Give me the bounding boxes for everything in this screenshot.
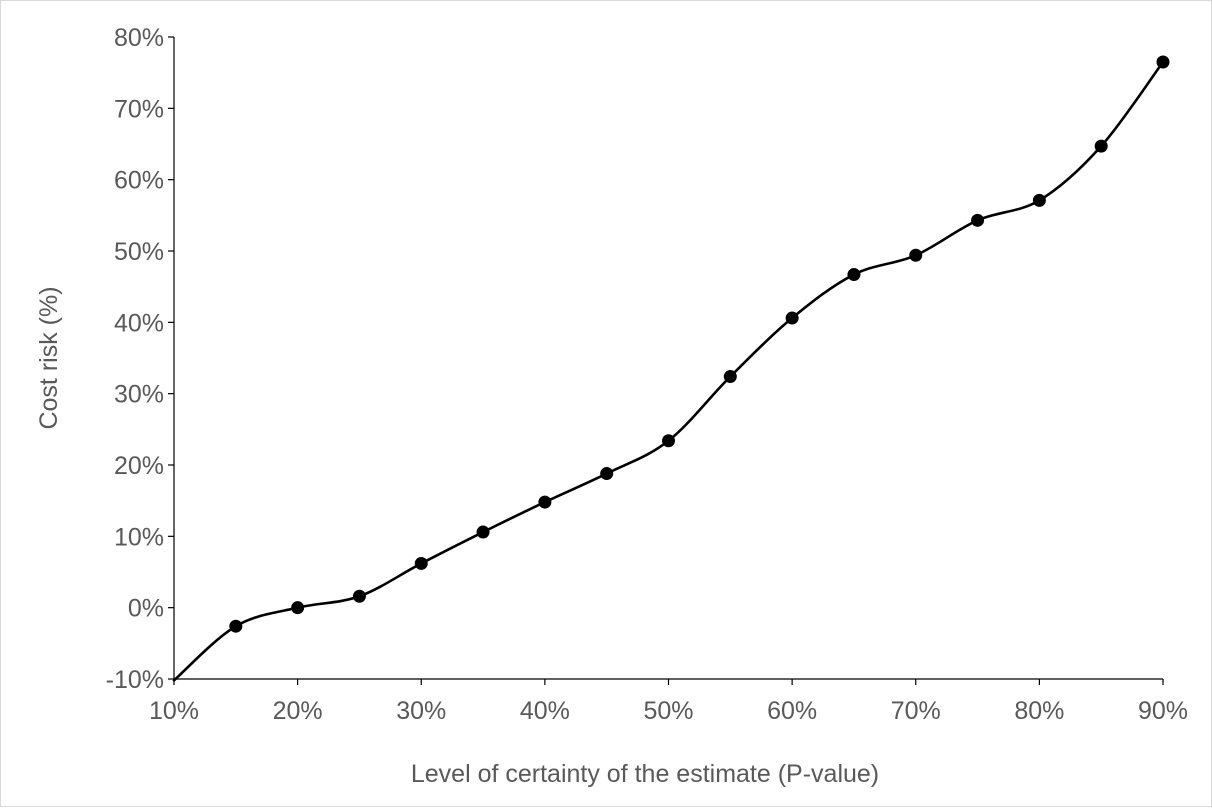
x-tick-label: 60%: [767, 697, 817, 725]
y-tick-label: 20%: [114, 452, 164, 480]
data-point: [414, 556, 428, 570]
y-tick-label: 10%: [114, 523, 164, 551]
points-layer: [229, 55, 1170, 633]
y-tick-label: -10%: [106, 666, 164, 694]
y-tick-label: 0%: [128, 595, 164, 623]
axes-layer: [173, 37, 1163, 680]
data-point: [291, 601, 305, 615]
y-tick-label: 40%: [114, 309, 164, 337]
y-tick-label: 70%: [114, 95, 164, 123]
x-tick-label: 50%: [643, 697, 693, 725]
x-tick-label: 30%: [396, 697, 446, 725]
x-tick-label: 40%: [520, 697, 570, 725]
data-point: [538, 495, 552, 509]
data-point: [352, 589, 366, 603]
ticks-layer: -10% 0% 10% 20% 30% 40% 50% 60% 70% 80% 10% 20% 30% 4…: [106, 24, 1188, 725]
data-point: [909, 248, 923, 262]
x-tick-label: 90%: [1138, 697, 1188, 725]
data-point: [785, 311, 799, 325]
series-line: [172, 60, 1165, 682]
data-point: [476, 525, 490, 539]
data-point: [723, 370, 737, 384]
data-point: [971, 213, 985, 227]
data-point: [229, 619, 243, 633]
x-axis-title: Level of certainty of the estimate (P-va…: [411, 760, 879, 788]
data-point: [662, 434, 675, 448]
y-axis-title: Cost risk (%): [35, 286, 63, 429]
data-point: [1032, 193, 1046, 207]
x-tick-label: 70%: [891, 697, 941, 725]
x-tick-label: 10%: [149, 697, 199, 725]
data-point: [1094, 139, 1108, 153]
data-point: [600, 467, 614, 481]
y-tick-label: 30%: [114, 381, 164, 409]
data-point: [1156, 55, 1170, 69]
line-layer: [172, 60, 1165, 682]
x-tick-label: 20%: [273, 697, 323, 725]
y-tick-label: 80%: [114, 24, 164, 52]
y-tick-label: 60%: [114, 167, 164, 195]
data-point: [847, 268, 861, 282]
x-tick-label: 80%: [1014, 697, 1064, 725]
y-tick-label: 50%: [114, 238, 164, 266]
